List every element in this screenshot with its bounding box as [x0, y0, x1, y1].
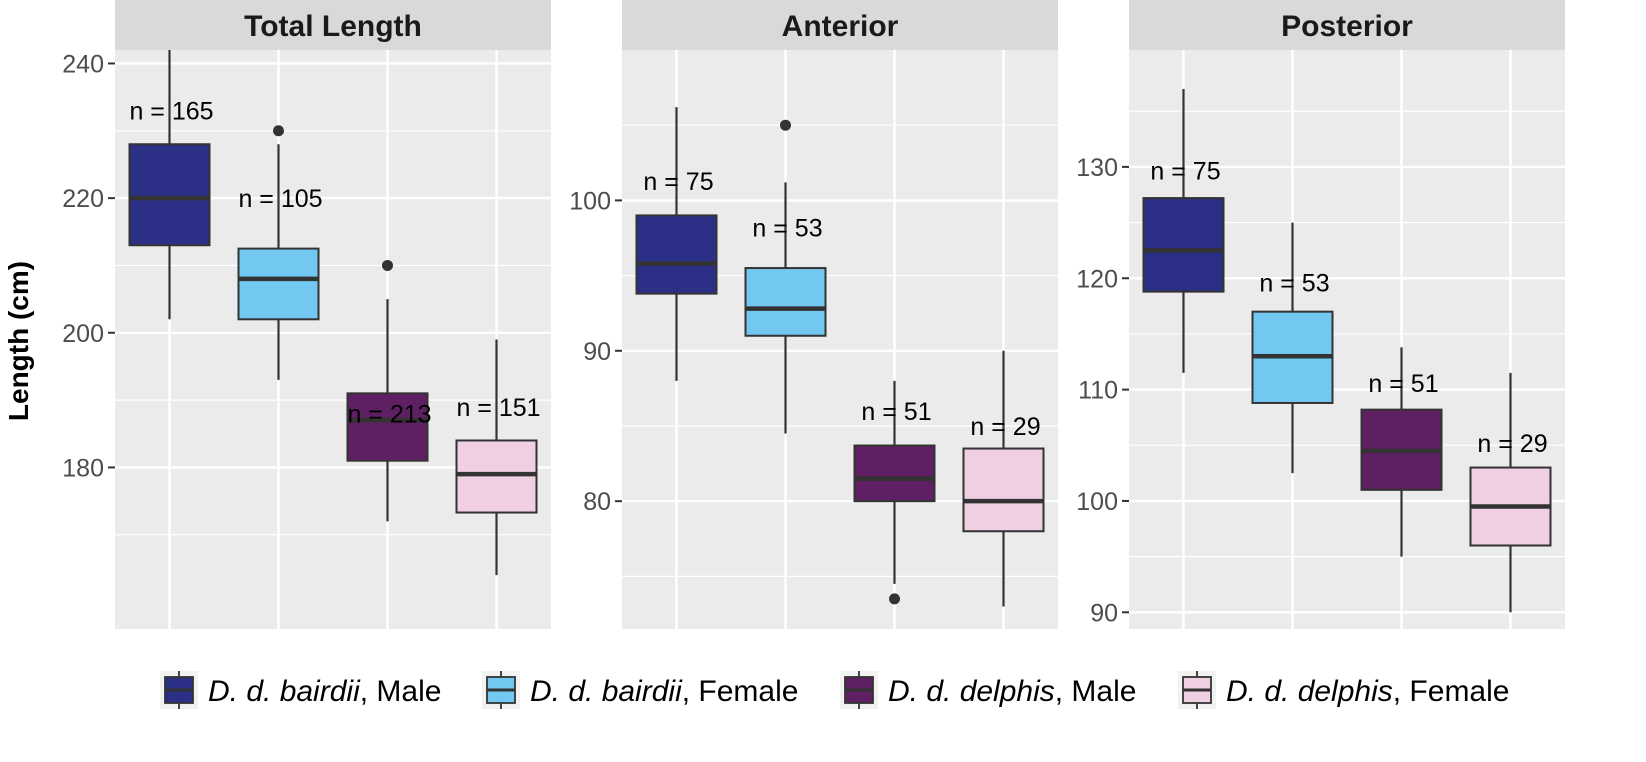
y-tick-label: 100	[1076, 488, 1118, 516]
y-tick-label: 100	[569, 187, 611, 215]
y-tick-label: 240	[62, 50, 104, 78]
n-label: n = 165	[129, 98, 213, 126]
iqr-box	[853, 444, 936, 503]
iqr-box	[1142, 197, 1225, 293]
facet-title: Anterior	[782, 10, 899, 43]
box-d-d-bairdii-male: n = 165	[128, 50, 214, 320]
y-tick-label: 130	[1076, 154, 1118, 182]
legend-label: D. d. delphis, Male	[888, 675, 1136, 708]
legend-species: D. d. delphis	[888, 675, 1055, 708]
box-d-d-bairdii-female: n = 105	[237, 125, 323, 380]
n-label: n = 29	[970, 413, 1040, 441]
n-label: n = 151	[456, 394, 540, 422]
facet-title: Total Length	[244, 10, 422, 43]
legend-sex: , Female	[1393, 675, 1510, 708]
y-tick-label: 80	[583, 488, 611, 516]
iqr-box	[744, 267, 827, 337]
y-tick-label: 220	[62, 185, 104, 213]
y-tick-label: 180	[62, 454, 104, 482]
n-label: n = 105	[238, 185, 322, 213]
box-d-d-delphis-female: n = 151	[455, 339, 541, 576]
n-label: n = 53	[1259, 270, 1329, 298]
legend-label: D. d. bairdii, Female	[530, 675, 798, 708]
legend: D. d. bairdii, Male D. d. bairdii, Female…	[160, 671, 1509, 709]
y-tick-label: 110	[1078, 377, 1118, 405]
legend-species: D. d. delphis	[1226, 675, 1393, 708]
box-d-d-bairdii-male: n = 75	[1142, 88, 1225, 373]
facet-strip	[1129, 0, 1565, 50]
legend-label: D. d. bairdii, Male	[208, 675, 441, 708]
panel-anterior: Anterior 80 90 100 n = 75 n = 53 n = 51 n = 29	[569, 0, 1058, 629]
y-tick-label: 90	[583, 338, 611, 366]
box-d-d-delphis-male: n = 51	[853, 380, 936, 605]
n-label: n = 75	[1150, 157, 1220, 185]
iqr-box	[962, 447, 1045, 533]
box-d-d-delphis-female: n = 29	[962, 350, 1045, 607]
iqr-box	[237, 247, 320, 321]
n-label: n = 213	[347, 401, 431, 429]
panel-background	[622, 50, 1058, 629]
panel-total-length: Total Length 180 200 220 240 n = 165 n = 105 n …	[62, 0, 551, 629]
facet-strip	[115, 0, 551, 50]
legend-item-d-d-delphis-male: D. d. delphis, Male	[840, 671, 1136, 709]
box-d-d-delphis-female: n = 29	[1469, 372, 1552, 613]
panel-posterior: Posterior 90 100 110 120 130 n = 75 n = 53 n = 5…	[1076, 0, 1565, 629]
y-tick-label: 90	[1090, 599, 1118, 627]
legend-item-d-d-bairdii-female: D. d. bairdii, Female	[482, 671, 798, 709]
facet-title: Posterior	[1281, 10, 1413, 43]
facet-panels: Total Length 180 200 220 240 n = 165 n = 105 n …	[62, 0, 1565, 629]
legend-sex: , Male	[360, 675, 442, 708]
outlier-point	[780, 119, 791, 131]
iqr-box	[455, 439, 538, 514]
n-label: n = 53	[752, 214, 822, 242]
y-tick-label: 120	[1076, 265, 1118, 293]
panel-background	[115, 50, 551, 629]
iqr-box	[346, 392, 429, 462]
iqr-box	[635, 214, 718, 295]
legend-species: D. d. bairdii	[530, 675, 683, 708]
y-tick-label: 200	[62, 320, 104, 348]
box-d-d-delphis-male: n = 213	[346, 259, 432, 522]
box-d-d-bairdii-female: n = 53	[1251, 222, 1334, 474]
legend-species: D. d. bairdii	[208, 675, 361, 708]
n-label: n = 51	[861, 398, 931, 426]
outlier-point	[889, 593, 900, 605]
legend-label: D. d. delphis, Female	[1226, 675, 1509, 708]
n-label: n = 51	[1368, 370, 1438, 398]
box-d-d-bairdii-female: n = 53	[744, 119, 827, 434]
outlier-point	[382, 259, 393, 271]
outlier-point	[273, 125, 284, 137]
iqr-box	[128, 143, 211, 247]
legend-item-d-d-delphis-female: D. d. delphis, Female	[1178, 671, 1509, 709]
y-axis-title: Length (cm)	[3, 261, 34, 421]
facet-strip	[622, 0, 1058, 50]
legend-item-d-d-bairdii-male: D. d. bairdii, Male	[160, 671, 441, 709]
box-d-d-bairdii-male: n = 75	[635, 107, 718, 381]
n-label: n = 75	[643, 168, 713, 196]
n-label: n = 29	[1477, 430, 1547, 458]
legend-sex: , Female	[682, 675, 799, 708]
legend-sex: , Male	[1055, 675, 1137, 708]
box-d-d-delphis-male: n = 51	[1360, 347, 1443, 557]
